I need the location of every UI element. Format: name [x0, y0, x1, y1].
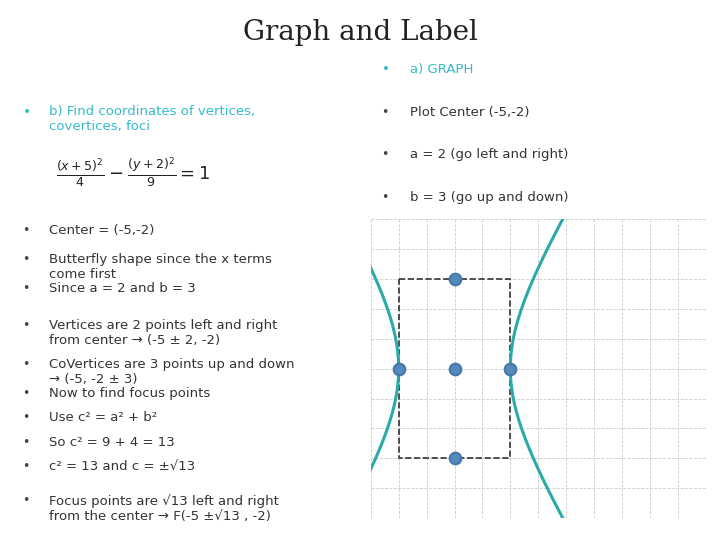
Text: •: • [382, 191, 389, 204]
Text: •: • [22, 105, 31, 119]
Text: •: • [22, 282, 30, 295]
Text: Since a = 2 and b = 3: Since a = 2 and b = 3 [49, 282, 195, 295]
Text: •: • [382, 148, 389, 161]
Text: Butterfly shape since the x terms
come first: Butterfly shape since the x terms come f… [49, 253, 271, 281]
Text: Vertices are 2 points left and right
from center → (-5 ± 2, -2): Vertices are 2 points left and right fro… [49, 319, 277, 347]
Text: Use c² = a² + b²: Use c² = a² + b² [49, 411, 157, 424]
Text: CoVertices are 3 points up and down
→ (-5, -2 ± 3): CoVertices are 3 points up and down → (-… [49, 357, 294, 386]
Text: So c² = 9 + 4 = 13: So c² = 9 + 4 = 13 [49, 435, 174, 449]
Point [505, 364, 516, 373]
Text: •: • [22, 224, 30, 237]
Point [449, 274, 460, 283]
Text: •: • [382, 106, 389, 119]
Text: •: • [22, 387, 30, 400]
Text: Center = (-5,-2): Center = (-5,-2) [49, 224, 154, 237]
Text: •: • [22, 253, 30, 266]
Text: Focus points are √13 left and right
from the center → F(-5 ±√13 , -2): Focus points are √13 left and right from… [49, 494, 279, 523]
Text: •: • [22, 411, 30, 424]
Point [449, 364, 460, 373]
Text: •: • [22, 357, 30, 371]
Text: •: • [22, 435, 30, 449]
Text: •: • [22, 494, 30, 507]
Text: a) GRAPH: a) GRAPH [410, 63, 474, 76]
Text: •: • [22, 319, 30, 332]
Text: Plot Center (-5,-2): Plot Center (-5,-2) [410, 106, 530, 119]
Text: $\frac{(x+5)^2}{4} - \frac{(y+2)^2}{9} = 1$: $\frac{(x+5)^2}{4} - \frac{(y+2)^2}{9} =… [56, 156, 210, 190]
Text: c² = 13 and c = ±√13: c² = 13 and c = ±√13 [49, 460, 195, 473]
Text: b) Find coordinates of vertices,
covertices, foci: b) Find coordinates of vertices, coverti… [49, 105, 255, 133]
Text: •: • [22, 460, 30, 473]
Point [449, 454, 460, 463]
Text: Graph and Label: Graph and Label [243, 19, 477, 46]
Text: Now to find focus points: Now to find focus points [49, 387, 210, 400]
Text: a = 2 (go left and right): a = 2 (go left and right) [410, 148, 569, 161]
Text: b = 3 (go up and down): b = 3 (go up and down) [410, 191, 569, 204]
Text: •: • [382, 63, 390, 76]
Point [393, 364, 405, 373]
